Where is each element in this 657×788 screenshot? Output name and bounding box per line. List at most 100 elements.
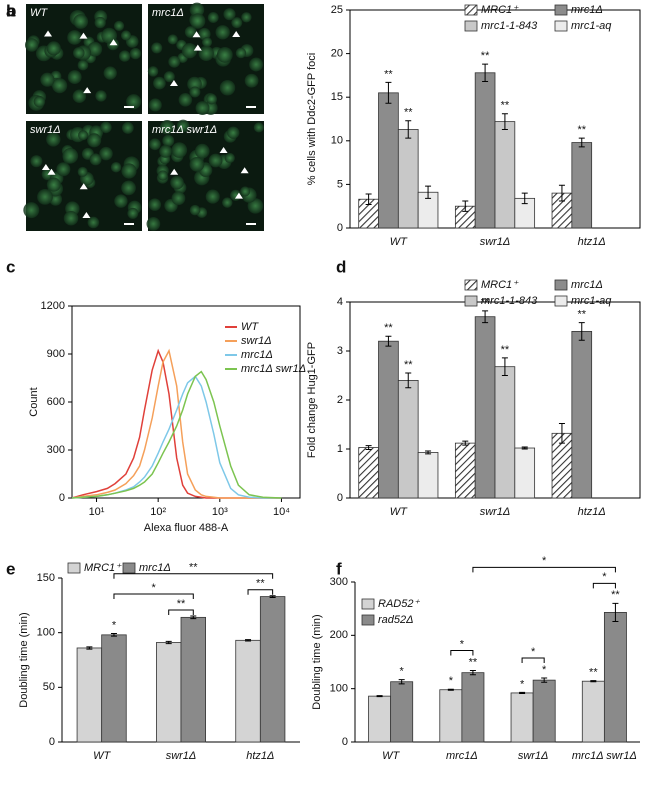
legend-label: mrc1-aq [571,20,612,32]
bar [454,442,476,499]
legend-label: mrc1-aq [571,295,612,307]
arrowhead [41,163,50,170]
arrowhead [83,87,92,94]
bar [417,452,439,499]
arrowhead [219,147,228,154]
cell [162,134,175,147]
error-bar [590,680,597,683]
error-bar [521,446,528,450]
bar [474,316,496,499]
cell [148,198,162,211]
cell [99,146,113,161]
cell [198,45,214,62]
legend-label: MRC1⁺ [84,562,122,574]
significance-label: ** [501,344,510,356]
error-bar [558,423,565,444]
y-tick-label: 100 [37,627,55,639]
cell [77,59,89,71]
cell [121,163,137,179]
cell [89,153,102,166]
error-bar [405,120,412,139]
panel-label: c [6,257,15,276]
significance-label: ** [481,297,490,309]
bar [76,647,103,743]
bar [474,72,496,229]
cell [224,152,235,164]
error-bar [405,372,412,389]
x-tick-label: 10¹ [89,506,105,518]
x-tick-label: swr1Δ [480,236,511,248]
cell [33,95,46,108]
bracket-label: * [542,555,547,567]
legend-swatch [464,295,478,307]
cell [149,138,161,151]
significance-label: * [400,666,405,678]
legend-swatch [464,20,478,32]
bar [235,639,261,743]
cell [67,70,82,85]
error-bar [365,193,372,205]
bar [571,142,593,229]
bar [368,695,392,743]
cell [249,57,264,72]
legend-label: mrc1Δ [571,4,603,16]
legend-swatch [464,279,478,291]
cell [219,79,236,96]
cell [77,166,88,177]
cell [151,42,163,54]
y-tick-label: 0 [337,222,343,234]
error-bar [501,357,508,376]
significance-bracket [450,650,474,656]
legend-swatch [554,279,568,291]
y-tick-label: 0 [342,736,348,748]
legend-label: MRC1⁺ [481,279,519,291]
cell [52,78,68,94]
legend-label: mrc1Δ swr1Δ [241,363,306,375]
y-tick-label: 600 [47,396,65,408]
cell [46,132,61,147]
legend-label: WT [241,321,259,333]
y-tick-label: 0 [49,736,55,748]
y-tick-label: 0 [337,492,343,504]
cell [167,34,178,45]
arrowhead [170,168,179,175]
bracket-label: * [460,638,465,650]
y-tick-label: 15 [331,91,343,103]
x-tick-label: htz1Δ [246,750,274,762]
x-axis-label: Alexa fluor 488-A [144,522,229,534]
error-bar [578,137,585,148]
bar [358,447,379,499]
bar [571,330,593,499]
cell [253,122,264,133]
cell [178,92,193,107]
y-tick-label: 150 [37,572,55,584]
significance-label: ** [469,656,478,668]
bar [532,679,556,743]
panel-label: a [6,1,16,20]
x-tick-label: 10³ [212,506,228,518]
significance-bracket [168,609,194,616]
x-tick-label: mrc1Δ swr1Δ [572,750,637,762]
error-bar [385,335,392,347]
error-bar [190,615,197,620]
image-label: WT [30,7,48,19]
cell [184,26,197,38]
y-tick-label: 20 [331,48,343,60]
cell [171,191,186,206]
error-bar [482,63,489,83]
legend-label: mrc1Δ [139,562,171,574]
significance-label: ** [404,359,413,371]
cell [95,90,107,102]
x-tick-label: mrc1Δ [446,750,478,762]
cell [56,162,71,177]
significance-label: ** [611,589,620,601]
error-bar [110,633,117,637]
cell [206,93,217,105]
arrowhead [79,32,88,39]
cell [40,72,55,87]
x-tick-label: WT [390,506,408,518]
cell [126,94,142,110]
chart: f 0 100 200 300 Doubling time (min) WT mrc1Δ swr… [311,555,640,762]
cell [72,89,87,103]
y-tick-label: 3 [337,345,343,357]
